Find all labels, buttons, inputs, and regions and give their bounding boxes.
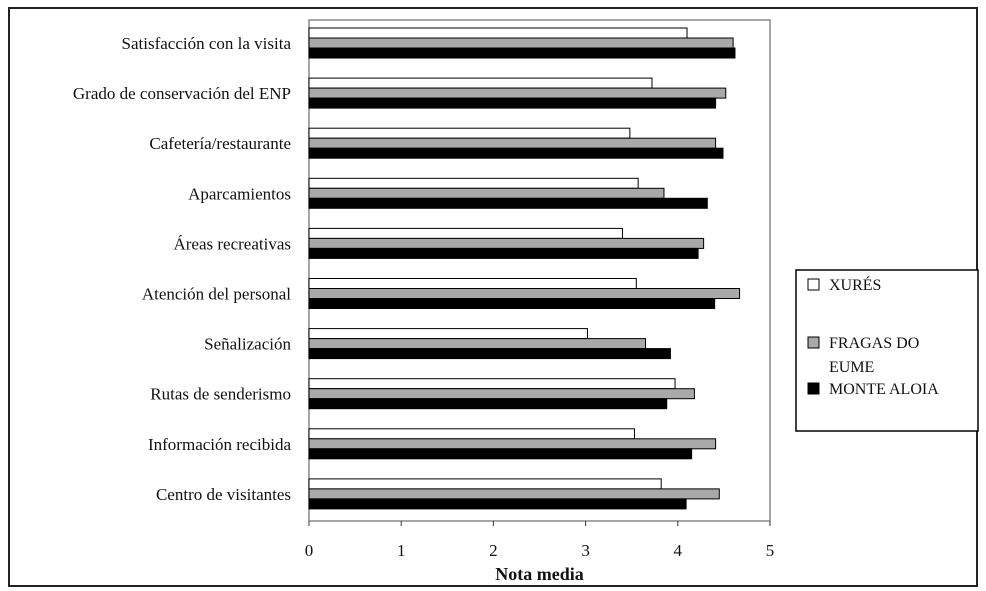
bar-fragas-do-eume-cafeteria-restaurante [308, 137, 717, 149]
category-label: Aparcamientos [188, 184, 291, 203]
bar-monte-aloia-aparcamientos [308, 197, 708, 209]
legend-box [795, 269, 979, 432]
x-tick-label: 5 [766, 541, 775, 560]
x-tick-label: 1 [397, 541, 406, 560]
bar-fragas-do-eume-atencion-del-personal [308, 288, 741, 299]
bar-fragas-do-eume-satisfaccion-con-la-visita [308, 37, 734, 49]
legend-label-xures: XURÉS [829, 275, 881, 294]
category-label: Rutas de senderismo [150, 385, 291, 404]
bar-monte-aloia-satisfaccion-con-la-visita [308, 47, 736, 59]
bar-xures-centro-de-visitantes [308, 478, 662, 490]
bar-fragas-do-eume-senalizacion [308, 338, 647, 350]
bar-xures-grado-de-conservacion-del-enp [308, 77, 653, 89]
bar-xures-areas-recreativas [308, 227, 623, 239]
bar-monte-aloia-cafeteria-restaurante [308, 147, 724, 159]
bar-xures-cafeteria-restaurante [308, 127, 631, 139]
legend-label-fragas-do-eume: FRAGAS DO EUME [829, 335, 919, 376]
bar-monte-aloia-areas-recreativas [308, 247, 699, 259]
x-tick-label: 4 [674, 541, 683, 560]
bar-xures-rutas-de-senderismo [308, 378, 676, 390]
x-tick-label: 0 [305, 541, 314, 560]
bar-monte-aloia-grado-de-conservacion-del-enp [308, 97, 717, 109]
legend-swatch-fragas-do-eume [807, 336, 820, 349]
category-label: Información recibida [148, 435, 291, 454]
bar-xures-atencion-del-personal [308, 278, 637, 289]
x-tick-label: 3 [581, 541, 590, 560]
bar-fragas-do-eume-grado-de-conservacion-del-enp [308, 87, 727, 99]
category-label: Satisfacción con la visita [122, 34, 292, 53]
bar-monte-aloia-senalizacion [308, 348, 671, 360]
bar-monte-aloia-rutas-de-senderismo [308, 398, 668, 410]
bar-monte-aloia-centro-de-visitantes [308, 498, 687, 510]
category-label: Grado de conservación del ENP [73, 84, 291, 103]
bar-xures-aparcamientos [308, 177, 639, 189]
bar-monte-aloia-atencion-del-personal [308, 298, 716, 309]
x-axis-label: Nota media [495, 564, 584, 584]
category-label: Señalización [204, 335, 291, 354]
legend-label-monte-aloia: MONTE ALOIA [829, 381, 939, 398]
category-label: Cafetería/restaurante [149, 134, 291, 153]
bar-xures-satisfaccion-con-la-visita [308, 27, 688, 39]
bar-fragas-do-eume-rutas-de-senderismo [308, 388, 695, 400]
bar-fragas-do-eume-aparcamientos [308, 187, 665, 199]
bar-xures-informacion-recibida [308, 428, 635, 440]
legend-swatch-monte-aloia [807, 382, 820, 395]
bar-xures-senalizacion [308, 328, 588, 340]
bar-fragas-do-eume-areas-recreativas [308, 237, 705, 249]
x-tick-label: 2 [489, 541, 498, 560]
legend-swatch-xures [807, 278, 820, 291]
category-label: Atención del personal [142, 285, 291, 304]
bar-fragas-do-eume-centro-de-visitantes [308, 488, 720, 500]
category-label: Áreas recreativas [173, 234, 291, 253]
bar-monte-aloia-informacion-recibida [308, 448, 693, 460]
category-label: Centro de visitantes [156, 485, 291, 504]
bar-fragas-do-eume-informacion-recibida [308, 438, 717, 450]
